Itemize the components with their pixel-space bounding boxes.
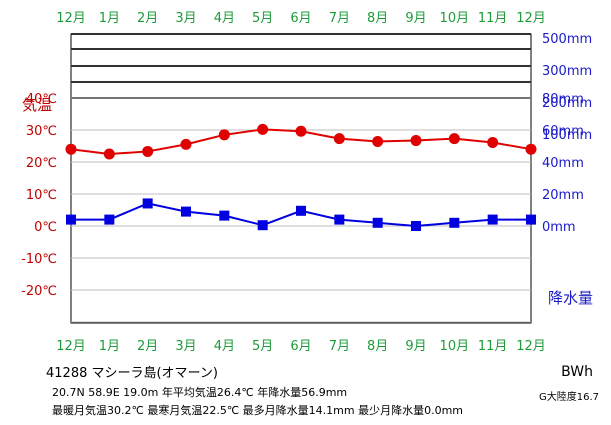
- month-labels: 12月 12月 1月 1月 2月 2月 3月 3月 4月 4月 5月 5月 6月 6月 7月 7月 8月 8月 9月…: [56, 11, 546, 354]
- precipitation-point: [526, 214, 536, 225]
- temperature-point: [142, 145, 154, 157]
- month-label-top: 12月: [56, 11, 86, 26]
- month-label-top: 4月: [214, 11, 235, 26]
- series-layer: [65, 123, 537, 231]
- month-label-top: 1月: [99, 11, 120, 26]
- temperature-tick-label: -20℃: [21, 284, 57, 299]
- precipitation-point: [66, 214, 76, 225]
- precipitation-point: [487, 214, 498, 225]
- month-label-top: 12月: [516, 11, 546, 26]
- month-label-top: 6月: [290, 11, 311, 26]
- month-label-bottom: 12月: [516, 339, 546, 354]
- month-label-bottom: 1月: [99, 339, 120, 354]
- temperature-point: [487, 136, 499, 148]
- precipitation-point: [142, 198, 153, 209]
- precipitation-point: [334, 214, 345, 225]
- climate-classification: BWh: [561, 364, 593, 380]
- temperature-axis-title: 気温: [22, 96, 52, 114]
- month-label-bottom: 7月: [329, 339, 350, 354]
- temperature-point: [65, 143, 77, 155]
- chart-grid: [70, 33, 532, 324]
- precipitation-tick-label: 100mm: [542, 128, 592, 143]
- precipitation-point: [257, 220, 268, 231]
- month-label-bottom: 12月: [56, 339, 86, 354]
- month-label-top: 5月: [252, 11, 273, 26]
- month-label-top: 3月: [175, 11, 196, 26]
- station-name: 41288 マシーラ島(オマーン): [46, 366, 218, 381]
- month-label-top: 9月: [405, 11, 426, 26]
- month-label-bottom: 6月: [290, 339, 311, 354]
- month-label-bottom: 8月: [367, 339, 388, 354]
- month-label-top: 10月: [440, 11, 470, 26]
- temperature-point: [448, 133, 460, 145]
- month-label-top: 2月: [137, 11, 158, 26]
- precipitation-axis-title: 降水量: [548, 289, 593, 307]
- precipitation-ticks: 500mm 300mm 200mm 100mm 80mm 60mm 40mm 20mm 0mm: [542, 32, 592, 235]
- precipitation-tick-label: 200mm: [542, 96, 592, 111]
- continentality-index: G大陸度16.7: [538, 392, 599, 403]
- temperature-point: [333, 133, 345, 145]
- precipitation-tick-label: 40mm: [542, 156, 584, 171]
- temperature-point: [372, 136, 384, 148]
- month-label-bottom: 5月: [252, 339, 273, 354]
- temperature-point: [257, 123, 269, 135]
- temperature-point: [410, 135, 422, 147]
- month-label-bottom: 9月: [405, 339, 426, 354]
- temperature-tick-label: 10℃: [26, 188, 57, 203]
- precipitation-point: [372, 217, 383, 228]
- precipitation-tick-label: 0mm: [542, 220, 576, 235]
- precipitation-point: [219, 210, 230, 221]
- station-stats-line1: 20.7N 58.9E 19.0m 年平均気温26.4℃ 年降水量56.9mm: [52, 386, 348, 399]
- temperature-tick-label: 20℃: [26, 156, 57, 171]
- precipitation-point: [449, 217, 460, 228]
- month-label-top: 11月: [478, 11, 508, 26]
- temperature-point: [525, 143, 537, 155]
- month-label-top: 8月: [367, 11, 388, 26]
- precipitation-tick-label: 300mm: [542, 64, 592, 79]
- precipitation-tick-label: 20mm: [542, 188, 584, 203]
- month-label-bottom: 11月: [478, 339, 508, 354]
- precipitation-tick-label: 60mm: [542, 124, 584, 139]
- month-label-bottom: 4月: [214, 339, 235, 354]
- temperature-point: [218, 129, 230, 141]
- temperature-tick-label: 0℃: [34, 220, 57, 235]
- temperature-point: [180, 138, 192, 150]
- month-label-bottom: 2月: [137, 339, 158, 354]
- month-label-top: 7月: [329, 11, 350, 26]
- precipitation-point: [104, 214, 115, 225]
- temperature-tick-label: 40℃: [26, 92, 57, 107]
- month-label-bottom: 10月: [440, 339, 470, 354]
- precipitation-point: [181, 206, 191, 217]
- temperature-point: [295, 125, 307, 137]
- precipitation-tick-label: 80mm: [542, 92, 584, 107]
- temperature-tick-label: -10℃: [21, 252, 57, 267]
- temperature-ticks: 40℃ 30℃ 20℃ 10℃ 0℃ -10℃ -20℃: [21, 92, 57, 299]
- precipitation-tick-label: 500mm: [542, 32, 592, 47]
- temperature-tick-label: 30℃: [26, 124, 57, 139]
- plot-frame: [70, 33, 532, 324]
- precipitation-point: [411, 221, 421, 231]
- precipitation-point: [296, 205, 306, 216]
- station-stats-line2: 最暖月気温30.2℃ 最寒月気温22.5℃ 最多月降水量14.1mm 最少月降水…: [52, 404, 464, 417]
- month-label-bottom: 3月: [175, 339, 196, 354]
- temperature-point: [103, 148, 115, 160]
